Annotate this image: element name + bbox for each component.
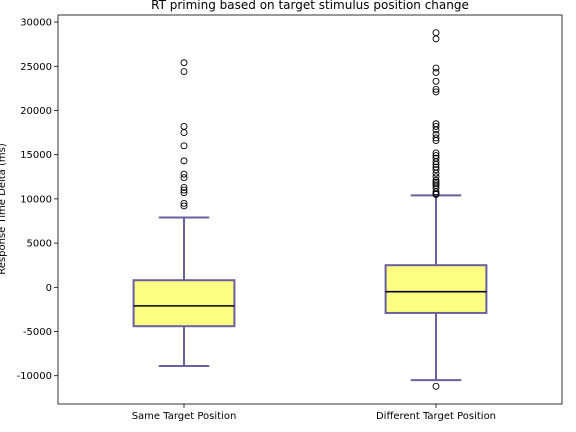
outlier-point — [432, 163, 440, 171]
outlier-point — [180, 199, 188, 207]
box-2 — [384, 29, 488, 390]
outlier-point — [180, 189, 188, 197]
iqr-box — [384, 264, 488, 314]
outlier-point — [432, 88, 440, 96]
outlier-point — [432, 29, 440, 37]
outlier-point — [180, 183, 188, 191]
y-tick-label: -10000 — [17, 371, 52, 382]
y-tick-label: 30000 — [20, 18, 52, 29]
y-tick-label: 10000 — [20, 194, 52, 205]
box-1 — [132, 59, 236, 367]
outlier-point — [432, 173, 440, 181]
outlier-point — [432, 149, 440, 157]
outlier-point — [432, 182, 440, 190]
outlier-point — [432, 69, 440, 76]
plot-area — [57, 14, 563, 405]
outlier-point — [432, 130, 440, 138]
outlier-point — [180, 59, 188, 67]
outlier-point — [432, 85, 440, 93]
outlier-point — [432, 152, 440, 160]
x-tick-label: Same Target Position — [132, 411, 237, 422]
y-axis-label: Response Time Delta (ms) — [0, 143, 8, 275]
outlier-point — [180, 170, 188, 178]
iqr-box — [132, 279, 236, 328]
outlier-point — [180, 142, 188, 150]
outlier-point — [432, 176, 440, 184]
outlier-point — [432, 64, 440, 72]
outlier-point — [432, 166, 440, 174]
x-axis: Same Target Position Different Target Pos… — [132, 404, 496, 422]
outlier-point — [432, 178, 440, 186]
x-tick-label: Different Target Position — [376, 411, 496, 422]
outlier-point — [432, 134, 440, 142]
y-tick-label: 20000 — [20, 106, 52, 117]
outlier-point — [432, 122, 440, 130]
outlier-point — [180, 68, 188, 76]
outlier-point — [180, 186, 188, 194]
outlier-point — [432, 382, 440, 390]
outlier-point — [432, 154, 440, 162]
outlier-point — [432, 190, 440, 198]
outlier-point — [432, 120, 440, 128]
outlier-point — [180, 157, 188, 165]
outlier-point — [180, 122, 188, 130]
y-tick-label: 15000 — [20, 150, 52, 161]
y-axis: -10000 -5000 0 5000 10000 15000 20000 25000 3000… — [17, 18, 58, 382]
y-tick-label: 5000 — [27, 239, 52, 250]
outlier-point — [180, 174, 188, 182]
y-tick-label: 25000 — [20, 62, 52, 73]
y-tick-label: -5000 — [23, 327, 52, 338]
outlier-point — [180, 202, 188, 210]
outlier-point — [432, 180, 440, 188]
boxes-group — [132, 29, 488, 390]
y-tick-label: 0 — [46, 283, 52, 294]
chart-title: RT priming based on target stimulus posi… — [151, 0, 469, 12]
outlier-point — [432, 77, 440, 85]
